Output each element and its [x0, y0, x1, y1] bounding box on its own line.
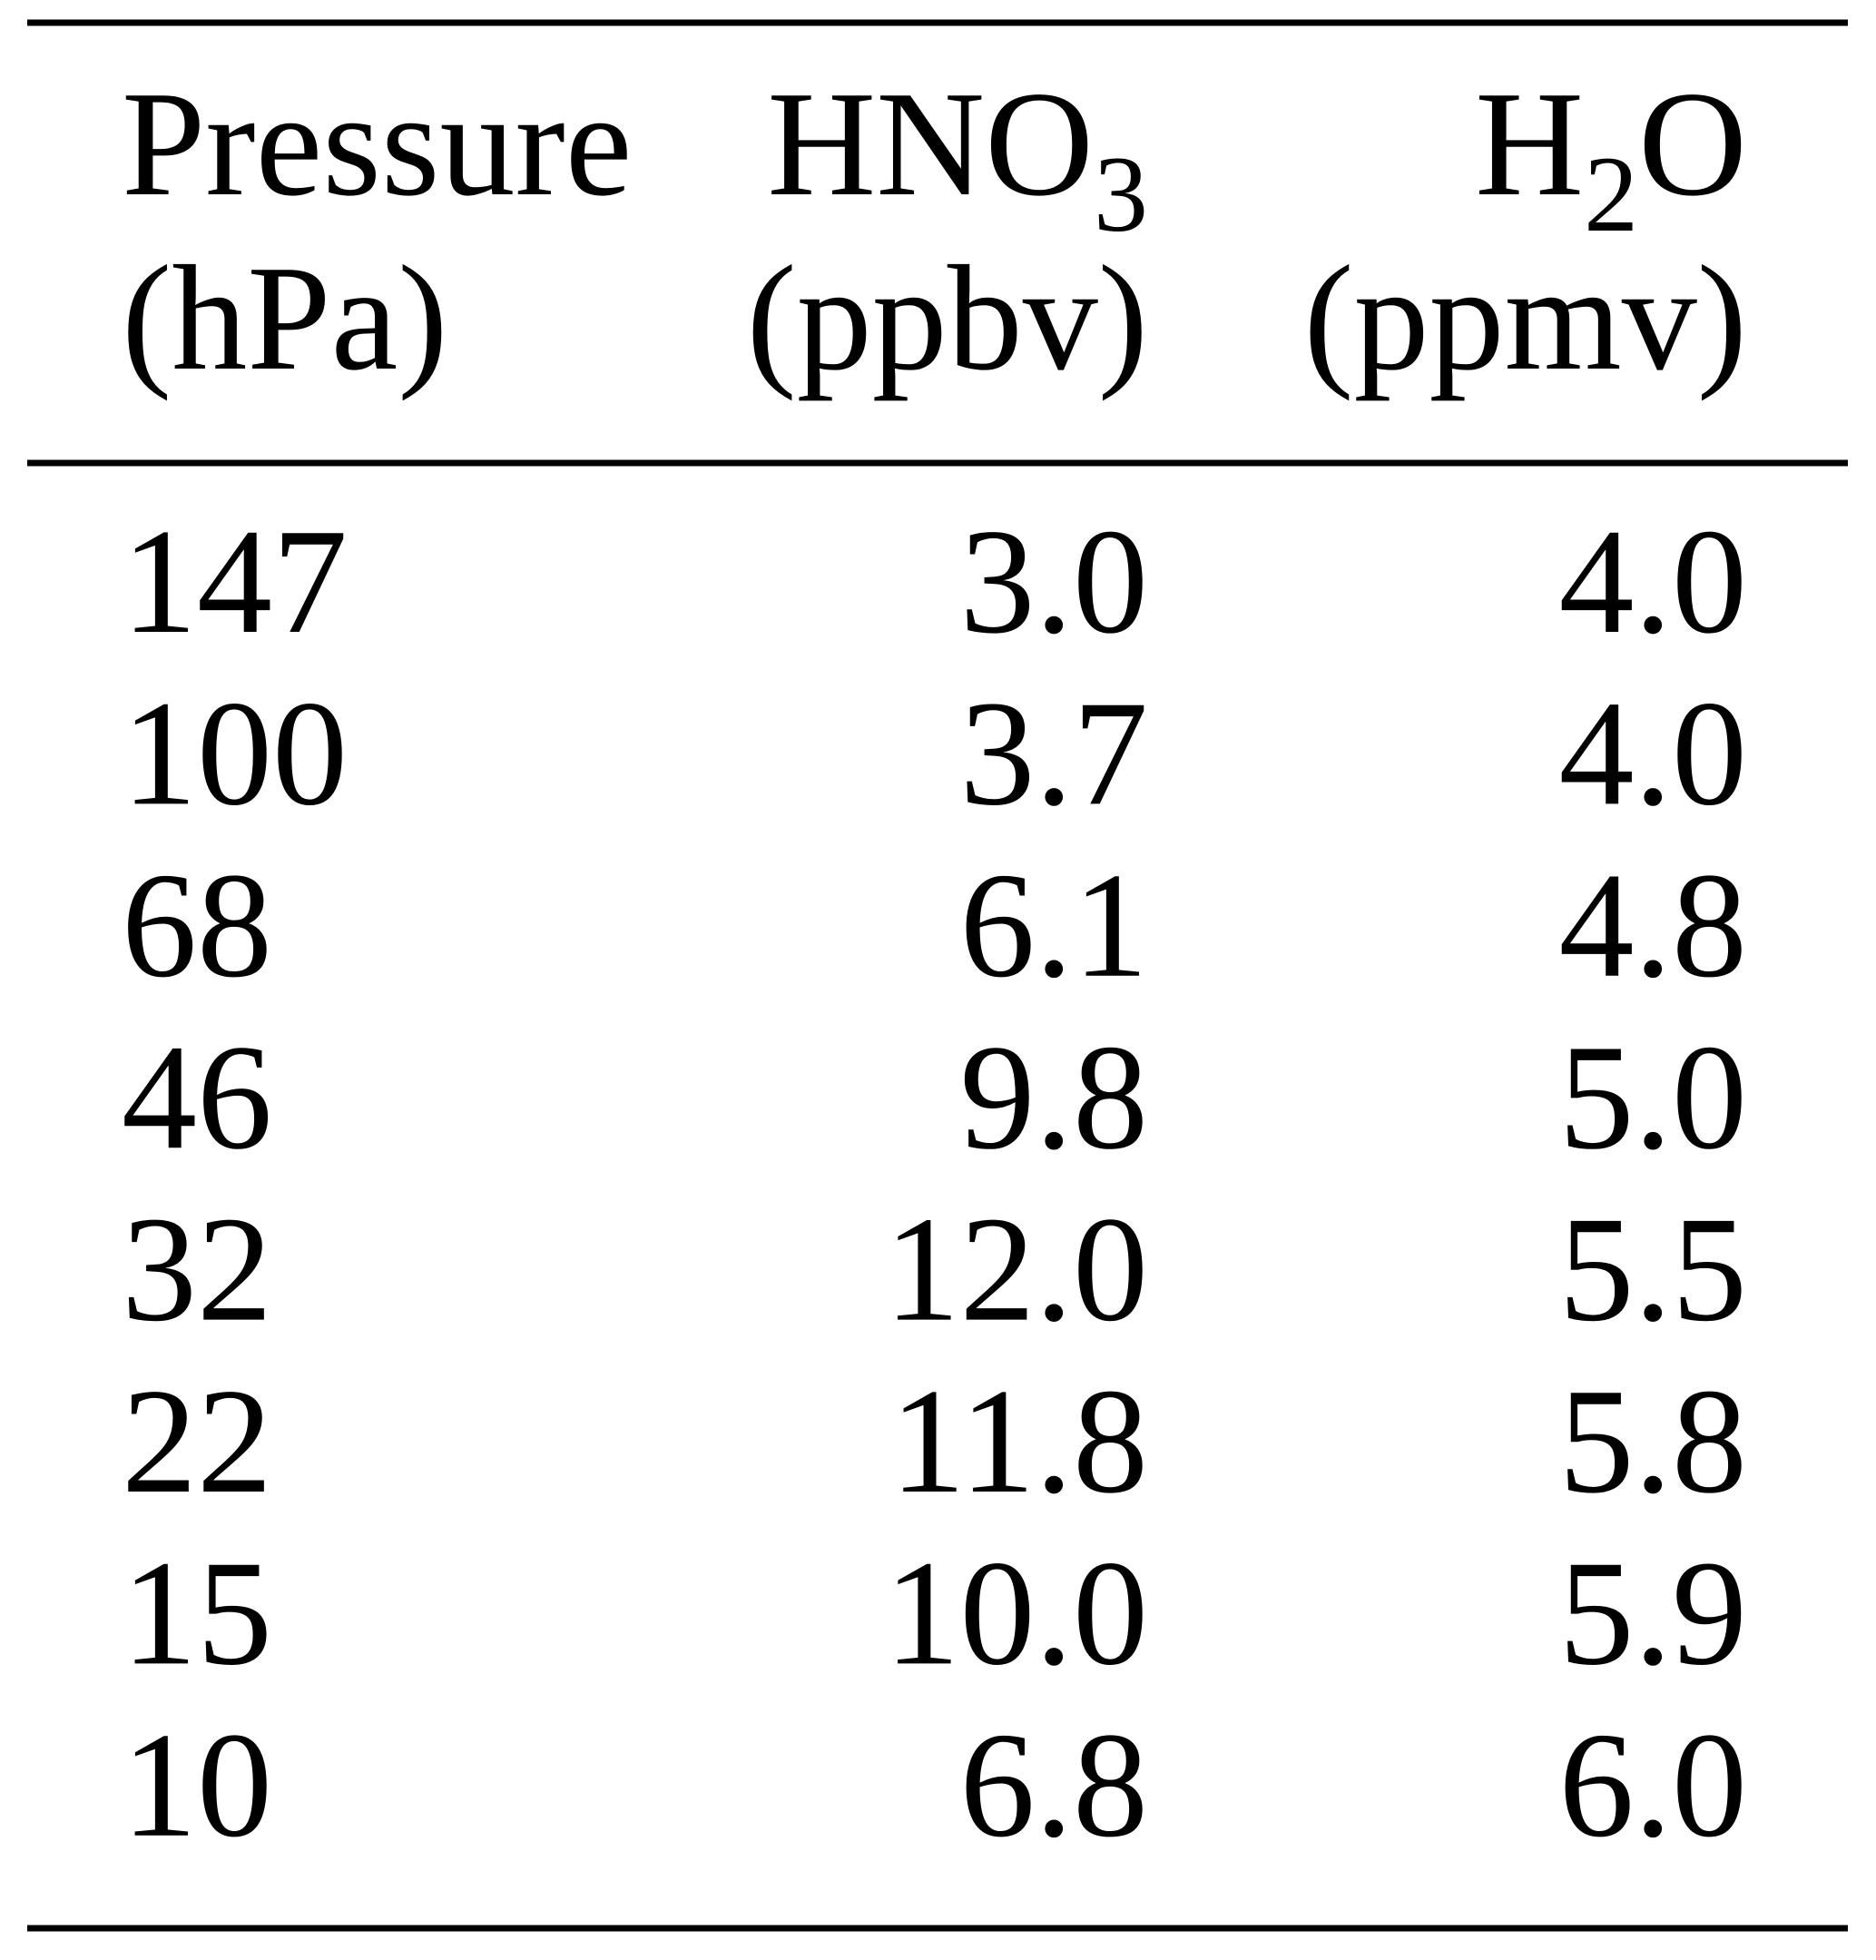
header-text: Pressure: [122, 60, 632, 227]
cell: 4.0: [1559, 669, 1748, 836]
cell: 10: [122, 1701, 272, 1868]
subscript: 2: [1584, 133, 1638, 254]
column-header: HNO3: [767, 60, 1148, 254]
header-text: HNO: [767, 60, 1094, 227]
subscript: 3: [1094, 133, 1148, 254]
cell: 15: [122, 1529, 272, 1696]
cell: 5.5: [1559, 1186, 1748, 1353]
cell: 22: [122, 1357, 272, 1524]
column-unit: (ppbv): [746, 234, 1148, 401]
cell: 3.7: [960, 669, 1149, 836]
cell: 4.8: [1559, 842, 1748, 1009]
cell: 12.0: [885, 1186, 1149, 1353]
column-unit: (hPa): [122, 234, 448, 401]
column-header: Pressure: [122, 60, 632, 227]
cell: 5.0: [1559, 1013, 1748, 1180]
cell: 100: [122, 669, 348, 836]
column-unit: (ppmv): [1303, 234, 1747, 401]
cell: 6.8: [960, 1701, 1149, 1868]
cell: 9.8: [960, 1013, 1149, 1180]
column-header: H2O: [1475, 60, 1747, 254]
cell: 10.0: [885, 1529, 1149, 1696]
cell: 6.1: [960, 842, 1149, 1009]
cell: 147: [122, 497, 348, 665]
cell: 5.9: [1559, 1529, 1748, 1696]
cell: 5.8: [1559, 1357, 1748, 1524]
cell: 3.0: [960, 497, 1149, 665]
cell: 6.0: [1559, 1701, 1748, 1868]
header-text: O: [1638, 60, 1747, 227]
header-text: H: [1475, 60, 1584, 227]
cell: 46: [122, 1013, 272, 1180]
cell: 11.8: [890, 1357, 1148, 1524]
cell: 32: [122, 1186, 272, 1353]
cell: 68: [122, 842, 272, 1009]
cell: 4.0: [1559, 497, 1748, 665]
